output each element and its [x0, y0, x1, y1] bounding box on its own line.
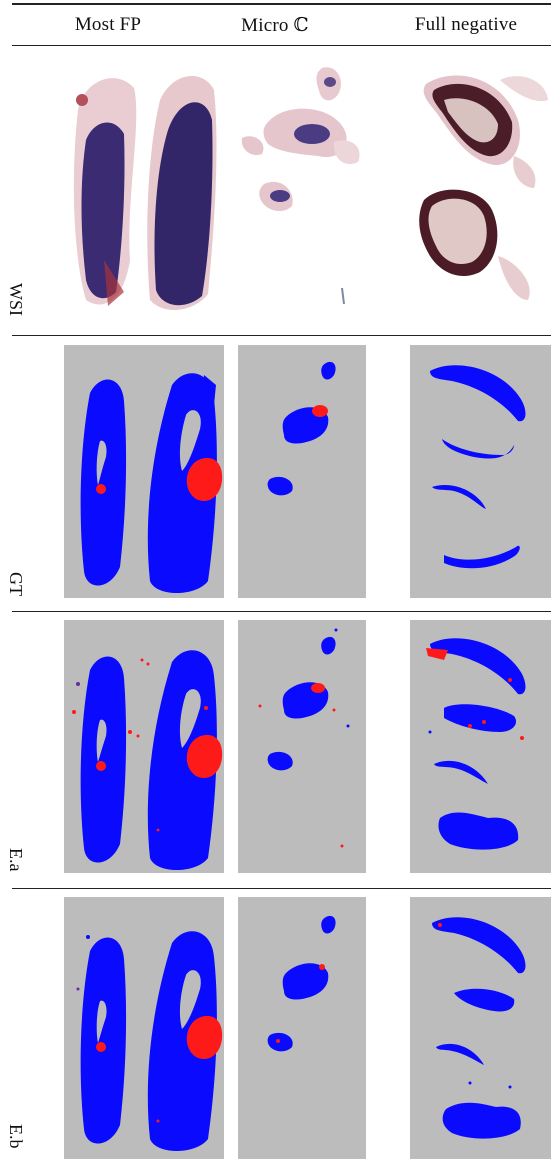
eb-most-fp — [64, 897, 224, 1159]
gt-full-negative — [410, 345, 551, 598]
gt-micro — [238, 345, 366, 598]
wsi-micro — [238, 60, 366, 310]
row-rule-3 — [12, 888, 551, 889]
ea-full-negative — [410, 620, 551, 873]
row-rule-1 — [12, 335, 551, 336]
wsi-most-fp — [64, 60, 224, 322]
header-rule — [12, 45, 551, 46]
row-rule-2 — [12, 611, 551, 612]
top-rule — [12, 3, 551, 5]
gt-most-fp — [64, 345, 224, 598]
column-header-full-negative: Full negative — [414, 14, 518, 35]
eb-full-negative — [410, 897, 551, 1159]
column-header-micro: Micro ℂ — [241, 15, 309, 36]
wsi-full-negative — [410, 60, 551, 314]
ea-micro — [238, 620, 366, 873]
eb-micro — [238, 897, 366, 1159]
ea-most-fp — [64, 620, 224, 873]
column-header-most-fp: Most FP — [74, 14, 142, 35]
